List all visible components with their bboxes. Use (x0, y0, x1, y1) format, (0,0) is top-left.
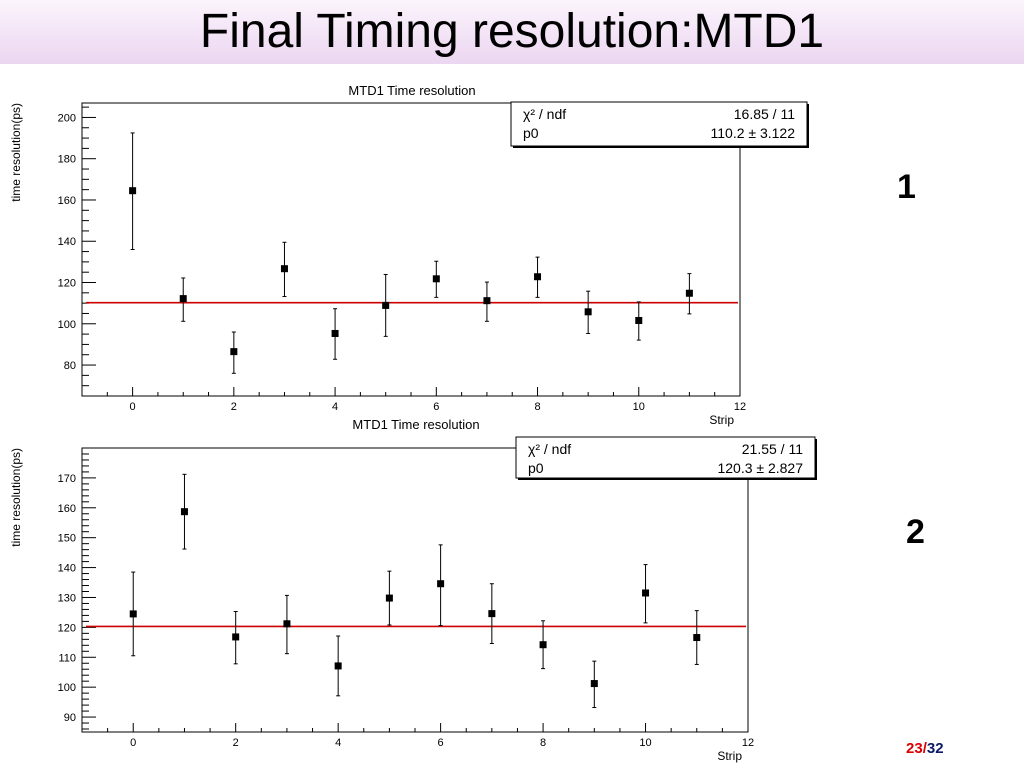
data-point (179, 295, 187, 303)
data-point (437, 580, 445, 588)
page-current: 23 (906, 740, 923, 757)
stats-chi2-label: χ² / ndf (528, 441, 571, 457)
y-tick-label: 100 (58, 682, 76, 694)
x-tick-label: 8 (534, 401, 540, 413)
y-tick-label: 160 (58, 195, 76, 207)
x-tick-label: 10 (639, 737, 651, 749)
stats-p0-value: 120.3 ± 2.827 (717, 460, 803, 476)
data-point (129, 610, 137, 618)
stats-box (515, 436, 816, 479)
data-point (382, 301, 390, 309)
y-tick-label: 100 (58, 319, 76, 331)
chart-2: MTD1 Time resolution 0 2 4 6 8 10 12 90 100 110 120… (9, 417, 817, 763)
y-axis-label: time resolution(ps) (9, 448, 23, 547)
x-tick-label: 12 (734, 401, 746, 413)
title-band (0, 0, 1024, 64)
y-tick-label: 80 (64, 360, 76, 372)
data-point (584, 308, 592, 316)
y-tick-label: 160 (58, 503, 76, 515)
stats-p0-label: p0 (523, 125, 539, 141)
panel-label-2: 2 (906, 513, 925, 551)
x-axis-label: Strip (717, 749, 742, 763)
data-point (483, 297, 491, 305)
stats-p0-label: p0 (528, 460, 544, 476)
y-tick-label: 180 (58, 154, 76, 166)
y-tick-label: 120 (58, 622, 76, 634)
page-number: 23/32 (906, 740, 944, 757)
data-point (693, 634, 701, 642)
x-tick-label: 4 (335, 737, 341, 749)
data-point (283, 620, 291, 628)
x-tick-label: 0 (130, 401, 136, 413)
data-point (230, 348, 238, 356)
x-tick-label: 10 (633, 401, 645, 413)
x-tick-label: 6 (438, 737, 444, 749)
data-point (635, 316, 643, 324)
data-point (334, 662, 342, 670)
y-tick-label: 200 (58, 112, 76, 124)
data-point (280, 265, 288, 273)
data-point (180, 508, 188, 516)
x-tick-label: 0 (130, 737, 136, 749)
slide-title: Final Timing resolution:MTD1 (199, 5, 825, 58)
data-point (331, 329, 339, 337)
chart-title: MTD1 Time resolution (352, 417, 479, 432)
data-point (432, 275, 440, 283)
chart-1: MTD1 Time resolution 0 2 4 6 8 10 12 80 100 120 140… (9, 83, 809, 427)
x-tick-label: 6 (433, 401, 439, 413)
stats-chi2-label: χ² / ndf (523, 106, 566, 122)
y-tick-label: 110 (58, 652, 76, 664)
data-point (129, 187, 137, 195)
stats-p0-value: 110.2 ± 3.122 (711, 125, 796, 141)
y-tick-label: 130 (58, 592, 76, 604)
data-point (685, 289, 693, 297)
data-point (642, 589, 650, 597)
data-point (488, 610, 496, 618)
panel-label-1: 1 (897, 168, 916, 206)
y-tick-label: 120 (58, 278, 76, 290)
data-point (539, 641, 547, 649)
x-tick-label: 4 (332, 401, 338, 413)
x-axis-label: Strip (709, 413, 734, 427)
y-tick-label: 140 (58, 236, 76, 248)
page-total: 32 (926, 740, 944, 757)
x-tick-label: 2 (231, 401, 237, 413)
y-tick-label: 150 (58, 533, 76, 545)
data-point (534, 273, 542, 281)
data-point (385, 594, 393, 602)
page-separator: / (922, 740, 927, 757)
y-tick-label: 90 (64, 712, 76, 724)
y-tick-label: 170 (58, 473, 76, 485)
stats-chi2-value: 21.55 / 11 (742, 441, 803, 457)
x-tick-label: 12 (742, 737, 754, 749)
x-tick-label: 8 (540, 737, 546, 749)
chart-title: MTD1 Time resolution (348, 83, 475, 98)
stats-chi2-value: 16.85 / 11 (734, 106, 795, 122)
x-tick-label: 2 (233, 737, 239, 749)
stats-box (510, 101, 808, 147)
data-point (232, 633, 240, 641)
y-tick-label: 140 (58, 563, 76, 575)
data-point (590, 680, 598, 688)
y-axis-label: time resolution(ps) (9, 103, 23, 202)
